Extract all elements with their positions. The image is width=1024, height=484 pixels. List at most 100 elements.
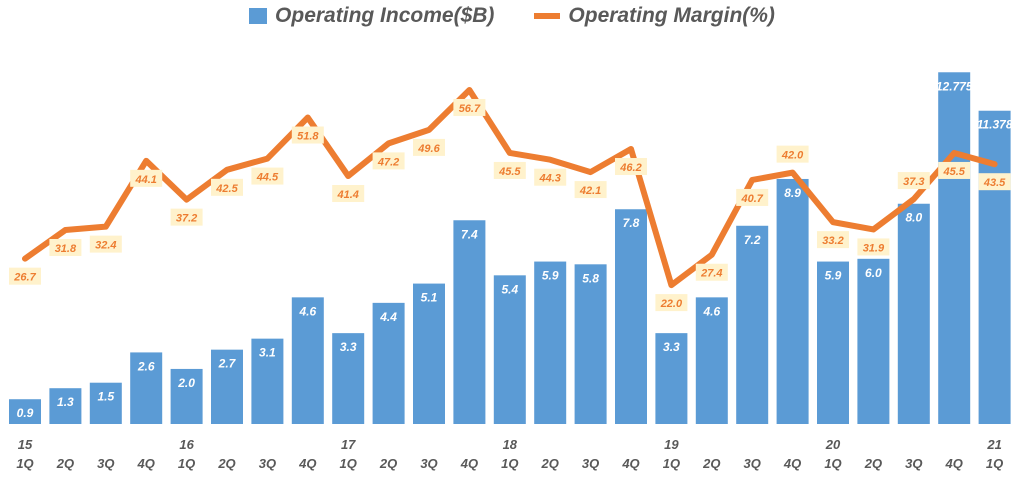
line-label: 43.5 [983,177,1006,189]
line-label-box [49,238,82,256]
line-label: 22.0 [660,298,683,310]
bar-label: 11.378 [977,118,1013,132]
line-label-box [332,185,365,203]
bar-label: 1.5 [97,390,114,404]
bar [89,382,122,424]
bar-label: 1.3 [57,395,74,409]
legend-item-margin: Operating Margin(%) [534,4,775,28]
line-label: 27.4 [700,268,722,280]
bar [170,368,203,424]
x-tick-label: 2Q [56,456,74,471]
bar-label: 5.1 [421,291,438,305]
legend-item-income: Operating Income($B) [249,4,494,28]
line-label: 44.3 [538,173,560,185]
legend-label-margin: Operating Margin(%) [568,4,775,27]
bar [453,220,486,424]
x-tick-label: 2Q [702,456,720,471]
line-label: 44.5 [256,172,279,184]
line-label-box [655,294,688,312]
line-label: 49.6 [417,143,440,155]
x-year-label: 18 [503,437,518,452]
bar-label: 8.9 [784,186,801,200]
x-tick-label: 2Q [379,456,397,471]
bar [251,338,284,424]
line-label-box [251,167,284,185]
bar-label: 2.0 [177,376,195,390]
x-tick-label: 2Q [541,456,559,471]
x-year-label: 16 [179,437,194,452]
line-label-box [776,145,809,163]
bar-label: 3.1 [259,346,276,360]
x-tick-label: 1Q [178,456,195,471]
x-year-label: 15 [18,437,33,452]
line-label: 42.1 [579,185,601,197]
line-label: 37.2 [176,213,197,225]
line-label: 51.8 [297,131,319,143]
x-year-label: 17 [341,437,356,452]
margin-line [22,86,998,289]
x-tick-label: 4Q [298,456,316,471]
line-label: 40.7 [740,193,763,205]
line-label: 37.3 [903,176,924,188]
line-label: 45.5 [942,166,965,178]
bar-label: 2.7 [218,357,237,371]
bar [413,283,445,424]
x-tick-label: 1Q [501,456,518,471]
bar [776,178,809,424]
line-label-box [130,169,163,187]
bar-label: 5.4 [501,282,518,296]
bar [978,110,1011,424]
line-label: 42.0 [781,150,804,162]
bar [817,261,849,424]
bar-label: 7.8 [623,216,640,230]
bar [695,297,728,424]
bar [736,225,769,424]
x-tick-label: 4Q [621,456,639,471]
x-tick-label: 2Q [864,456,882,471]
line-label: 44.1 [134,174,156,186]
bar-label: 5.8 [582,271,599,285]
x-tick-label: 1Q [824,456,841,471]
bar-label: 7.4 [461,227,478,241]
line-label: 26.7 [13,272,36,284]
bar-label: 7.2 [744,233,761,247]
bar [574,264,607,424]
line-label-box [534,168,567,186]
bar [857,258,890,424]
x-tick-label: 4Q [137,456,155,471]
line-label-box [493,161,526,179]
x-tick-label: 4Q [945,456,963,471]
line-label-box [170,208,203,226]
line-label: 32.4 [95,240,116,252]
x-tick-label: 4Q [460,456,478,471]
bar [372,302,405,424]
bar [534,261,567,424]
bar-label: 5.9 [542,269,559,283]
line-label-box [695,263,728,281]
line-label-box [372,152,405,170]
x-tick-label: 1Q [986,456,1003,471]
bar [291,297,324,424]
line-label: 33.2 [822,235,843,247]
x-tick-label: 3Q [259,456,276,471]
line-label-box [291,126,324,144]
bar-label: 12.775 [936,79,973,93]
line-label: 56.7 [459,103,481,115]
line-label: 41.4 [336,189,358,201]
line-label-box [574,181,607,199]
bar [493,275,526,424]
line-label: 46.2 [619,162,641,174]
bar-label: 6.0 [865,266,882,280]
x-tick-label: 3Q [905,456,922,471]
x-tick-label: 4Q [783,456,801,471]
x-tick-label: 3Q [97,456,114,471]
legend-swatch-bar [249,8,268,24]
bar-label: 4.4 [379,310,397,324]
line-label-box [978,173,1011,191]
bar [211,349,243,424]
bar [938,72,971,424]
x-year-label: 19 [664,437,679,452]
x-tick-label: 1Q [663,456,680,471]
bar-label: 3.3 [340,340,357,354]
